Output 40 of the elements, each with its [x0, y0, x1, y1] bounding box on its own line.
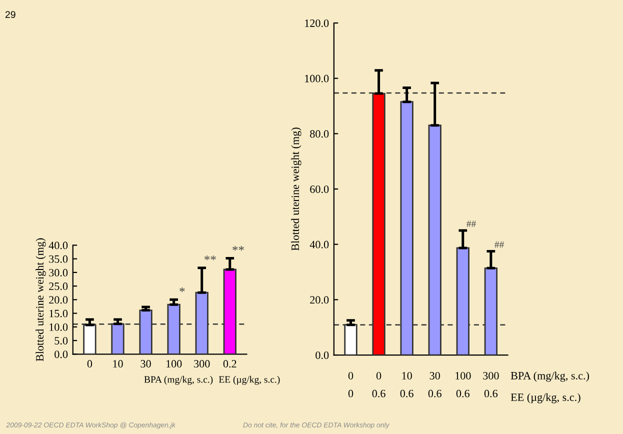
y-tick-label: 40.0 [48, 242, 68, 250]
y-tick-label: 5.0 [54, 336, 68, 345]
y-tick-label: 60.0 [310, 185, 329, 194]
y-tick-label: 30.0 [49, 268, 68, 276]
y-tick-label: 35.0 [49, 255, 68, 263]
annotation: * [180, 287, 185, 292]
x-tick-label: 0.2 [223, 360, 236, 368]
annotation: ## [494, 241, 504, 248]
annotation: ** [204, 256, 216, 260]
y-tick-label: 15.0 [50, 310, 68, 318]
y-tick-label: 100.0 [305, 74, 329, 82]
x-tick-label: 300 0.6 [483, 372, 499, 398]
y-axis-title: Blotted uterine weight (mg) [291, 128, 302, 251]
text: EE (µg/kg, s.c.) [218, 376, 280, 385]
x-tick-label: 10 0.6 [400, 372, 414, 398]
y-tick-label: 10.0 [50, 323, 68, 331]
x-tick-label: 100 0.6 [456, 372, 471, 398]
y-tick-label: 20.0 [310, 296, 329, 304]
annotation: ** [232, 246, 244, 251]
x-tick-label: 30 [140, 360, 151, 368]
y-tick-label: 40.0 [310, 240, 329, 248]
x-tick-label: 100 [166, 360, 182, 368]
y-tick-label: 25.0 [49, 282, 68, 290]
y-tick-label: 120.0 [305, 19, 329, 28]
x-tick-label: 300 [194, 360, 210, 368]
y-tick-label: 0.0 [316, 351, 329, 360]
text: BPA (mg/kg, s.c.) [144, 376, 213, 385]
y-tick-label: 80.0 [310, 130, 329, 138]
text: 29 [5, 11, 16, 18]
x-tick-label: 0 0.6 [372, 372, 386, 398]
x-tick-label: 0 [87, 360, 92, 368]
x-tick-label: 10 [113, 360, 123, 368]
y-axis-title: Blotted uterine weight (mg) [36, 238, 46, 362]
text: EE (µg/kg, s.c.) [510, 393, 580, 404]
annotation: ## [466, 220, 476, 228]
y-tick-label: 20.0 [49, 296, 68, 304]
text: BPA (mg/kg, s.c.) [510, 372, 589, 382]
x-tick-label: 30 0.6 [428, 372, 442, 398]
y-tick-label: 0.0 [54, 350, 68, 358]
x-tick-label: 0 0 [348, 372, 354, 398]
